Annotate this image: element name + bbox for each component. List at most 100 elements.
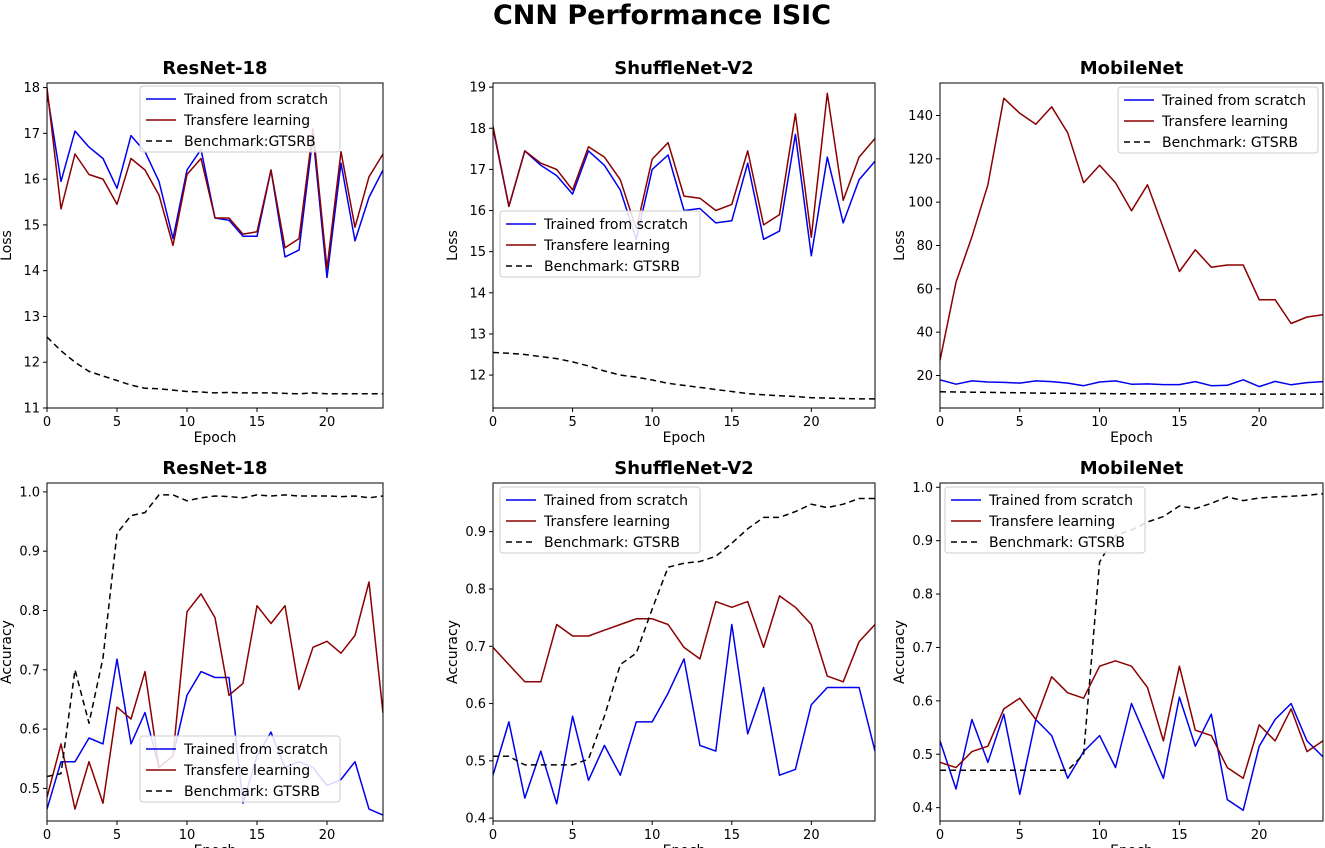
legend: Trained from scratch Transfere learning Be… — [499, 210, 701, 278]
y-tick-label: 40 — [916, 326, 933, 341]
series-line-scratch — [493, 623, 875, 805]
legend-label: Transfere learning — [183, 763, 310, 779]
y-tick-label: 18 — [23, 81, 40, 96]
y-tick-label: 0.8 — [19, 604, 40, 619]
y-axis-label: Loss — [892, 230, 908, 261]
chart-panels: ResNet-18 0 5 10 15 20 11 12 13 14 15 16 17 18 Epoch Lo… — [0, 58, 1324, 848]
y-tick-label: 12 — [469, 369, 486, 384]
series-group — [493, 497, 875, 805]
legend-label: Trained from scratch — [543, 217, 688, 233]
y-tick-label: 11 — [23, 402, 40, 417]
y-tick-label: 14 — [469, 286, 486, 301]
x-tick-label: 20 — [1251, 415, 1268, 430]
series-line-transfer — [493, 92, 875, 239]
x-tick-label: 20 — [1251, 828, 1268, 843]
y-tick-label: 0.7 — [19, 663, 40, 678]
x-tick-label: 20 — [803, 828, 820, 843]
series-line-transfer — [940, 97, 1323, 361]
x-tick-label: 20 — [319, 415, 336, 430]
y-tick-label: 13 — [23, 310, 40, 325]
legend-label: Trained from scratch — [1161, 93, 1306, 109]
x-tick-label: 15 — [723, 415, 740, 430]
x-tick-label: 0 — [43, 415, 51, 430]
y-tick-label: 16 — [469, 204, 486, 219]
x-tick-label: 0 — [936, 415, 944, 430]
y-tick-label: 1.0 — [19, 485, 40, 500]
y-tick-label: 0.7 — [912, 641, 933, 656]
series-line-benchmark — [493, 351, 875, 400]
legend-label: Transfere learning — [543, 514, 670, 530]
x-axis-label: Epoch — [194, 430, 237, 446]
legend-label: Benchmark: GTSRB — [184, 784, 320, 800]
x-tick-label: 5 — [1016, 415, 1024, 430]
y-tick-label: 1.0 — [912, 481, 933, 496]
legend: Trained from scratch Transfere learning Be… — [499, 486, 701, 554]
legend-label: Benchmark: GTSRB — [544, 259, 680, 275]
panel-title: ResNet-18 — [162, 58, 267, 79]
y-tick-label: 17 — [469, 163, 486, 178]
y-tick-label: 15 — [469, 245, 486, 260]
y-axis-label: Accuracy — [892, 620, 908, 684]
legend-label: Trained from scratch — [543, 493, 688, 509]
chart-panel-6: MobileNet 0 5 10 15 20 0.4 0.5 0.6 0.7 0.8 0.9 1.0 Ep… — [892, 458, 1324, 848]
y-tick-label: 0.5 — [465, 754, 486, 769]
y-tick-label: 0.4 — [465, 812, 486, 827]
legend-label: Benchmark: GTSRB — [544, 535, 680, 551]
series-group — [47, 87, 383, 395]
x-tick-label: 5 — [568, 828, 576, 843]
x-tick-label: 10 — [644, 828, 661, 843]
legend-label: Benchmark:GTSRB — [184, 134, 316, 150]
y-tick-label: 0.9 — [912, 534, 933, 549]
legend-label: Benchmark: GTSRB — [989, 535, 1125, 551]
y-tick-label: 0.9 — [465, 525, 486, 540]
y-tick-label: 14 — [23, 264, 40, 279]
x-tick-label: 20 — [319, 828, 336, 843]
y-tick-label: 0.8 — [912, 588, 933, 603]
series-line-transfer — [493, 595, 875, 683]
x-axis-label: Epoch — [194, 843, 237, 848]
series-line-scratch — [940, 379, 1323, 388]
panel-title: MobileNet — [1080, 58, 1184, 79]
y-tick-label: 12 — [23, 356, 40, 371]
y-tick-label: 0.7 — [465, 640, 486, 655]
series-line-transfer — [47, 581, 383, 810]
y-tick-label: 0.6 — [465, 697, 486, 712]
legend: Trained from scratch Transfere learning Be… — [139, 735, 341, 803]
series-line-benchmark — [47, 494, 383, 778]
legend-box — [499, 486, 701, 554]
plot-frame — [492, 482, 876, 822]
series-line-transfer — [47, 87, 383, 270]
y-tick-label: 19 — [469, 81, 486, 96]
panel-title: MobileNet — [1080, 458, 1184, 479]
y-axis-label: Accuracy — [0, 620, 15, 684]
series-line-benchmark — [940, 391, 1323, 395]
y-axis-label: Loss — [0, 230, 15, 261]
x-axis-label: Epoch — [1110, 843, 1153, 848]
series-group — [940, 97, 1323, 395]
y-tick-label: 15 — [23, 218, 40, 233]
y-tick-label: 13 — [469, 327, 486, 342]
y-tick-label: 20 — [916, 369, 933, 384]
legend: Trained from scratch Transfere learning Be… — [944, 486, 1146, 554]
legend-label: Trained from scratch — [988, 493, 1133, 509]
series-line-transfer — [940, 660, 1323, 780]
chart-panel-3: MobileNet 0 5 10 15 20 20 40 60 80 100 120 140 Epoch L… — [892, 58, 1324, 446]
panel-title: ShuffleNet-V2 — [614, 58, 753, 79]
y-tick-label: 0.8 — [465, 582, 486, 597]
legend-label: Trained from scratch — [183, 742, 328, 758]
series-line-scratch — [940, 696, 1323, 812]
x-tick-label: 15 — [1171, 415, 1188, 430]
plot-frame — [46, 482, 384, 822]
x-tick-label: 10 — [644, 415, 661, 430]
y-tick-label: 16 — [23, 173, 40, 188]
x-tick-label: 15 — [723, 828, 740, 843]
x-tick-label: 15 — [249, 828, 266, 843]
legend-label: Transfere learning — [543, 238, 670, 254]
x-tick-label: 0 — [936, 828, 944, 843]
y-tick-label: 100 — [908, 196, 933, 211]
y-tick-label: 18 — [469, 122, 486, 137]
x-axis-label: Epoch — [663, 843, 706, 848]
x-tick-label: 10 — [1091, 415, 1108, 430]
x-tick-label: 10 — [179, 828, 196, 843]
plot-frame — [939, 482, 1324, 822]
